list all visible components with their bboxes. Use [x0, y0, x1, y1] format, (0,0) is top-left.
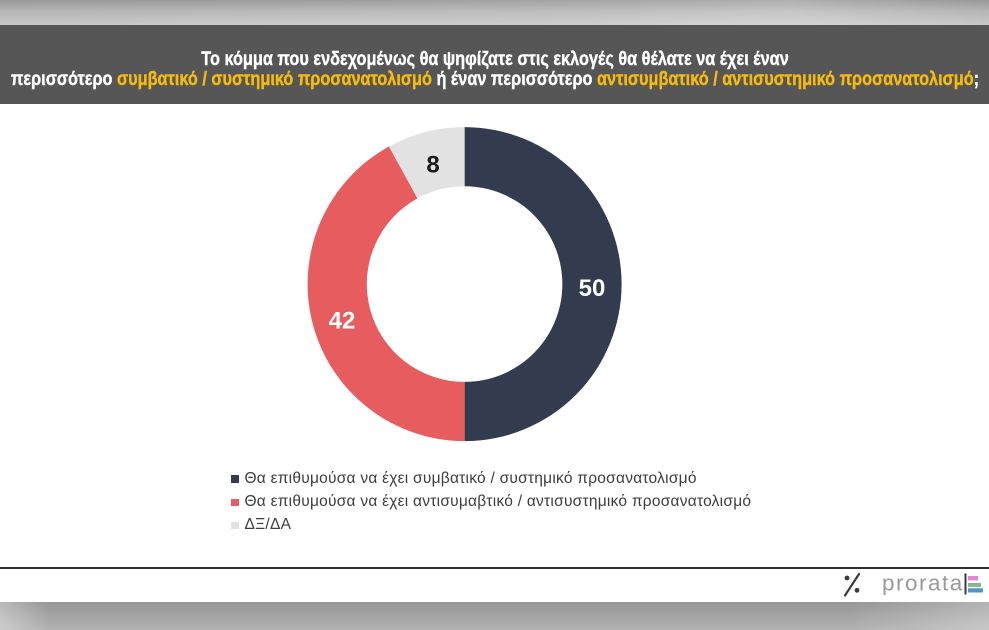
svg-text:prorata: prorata	[882, 571, 964, 596]
svg-text:42: 42	[329, 307, 356, 334]
svg-text:50: 50	[579, 275, 606, 302]
svg-text:8: 8	[426, 152, 439, 179]
